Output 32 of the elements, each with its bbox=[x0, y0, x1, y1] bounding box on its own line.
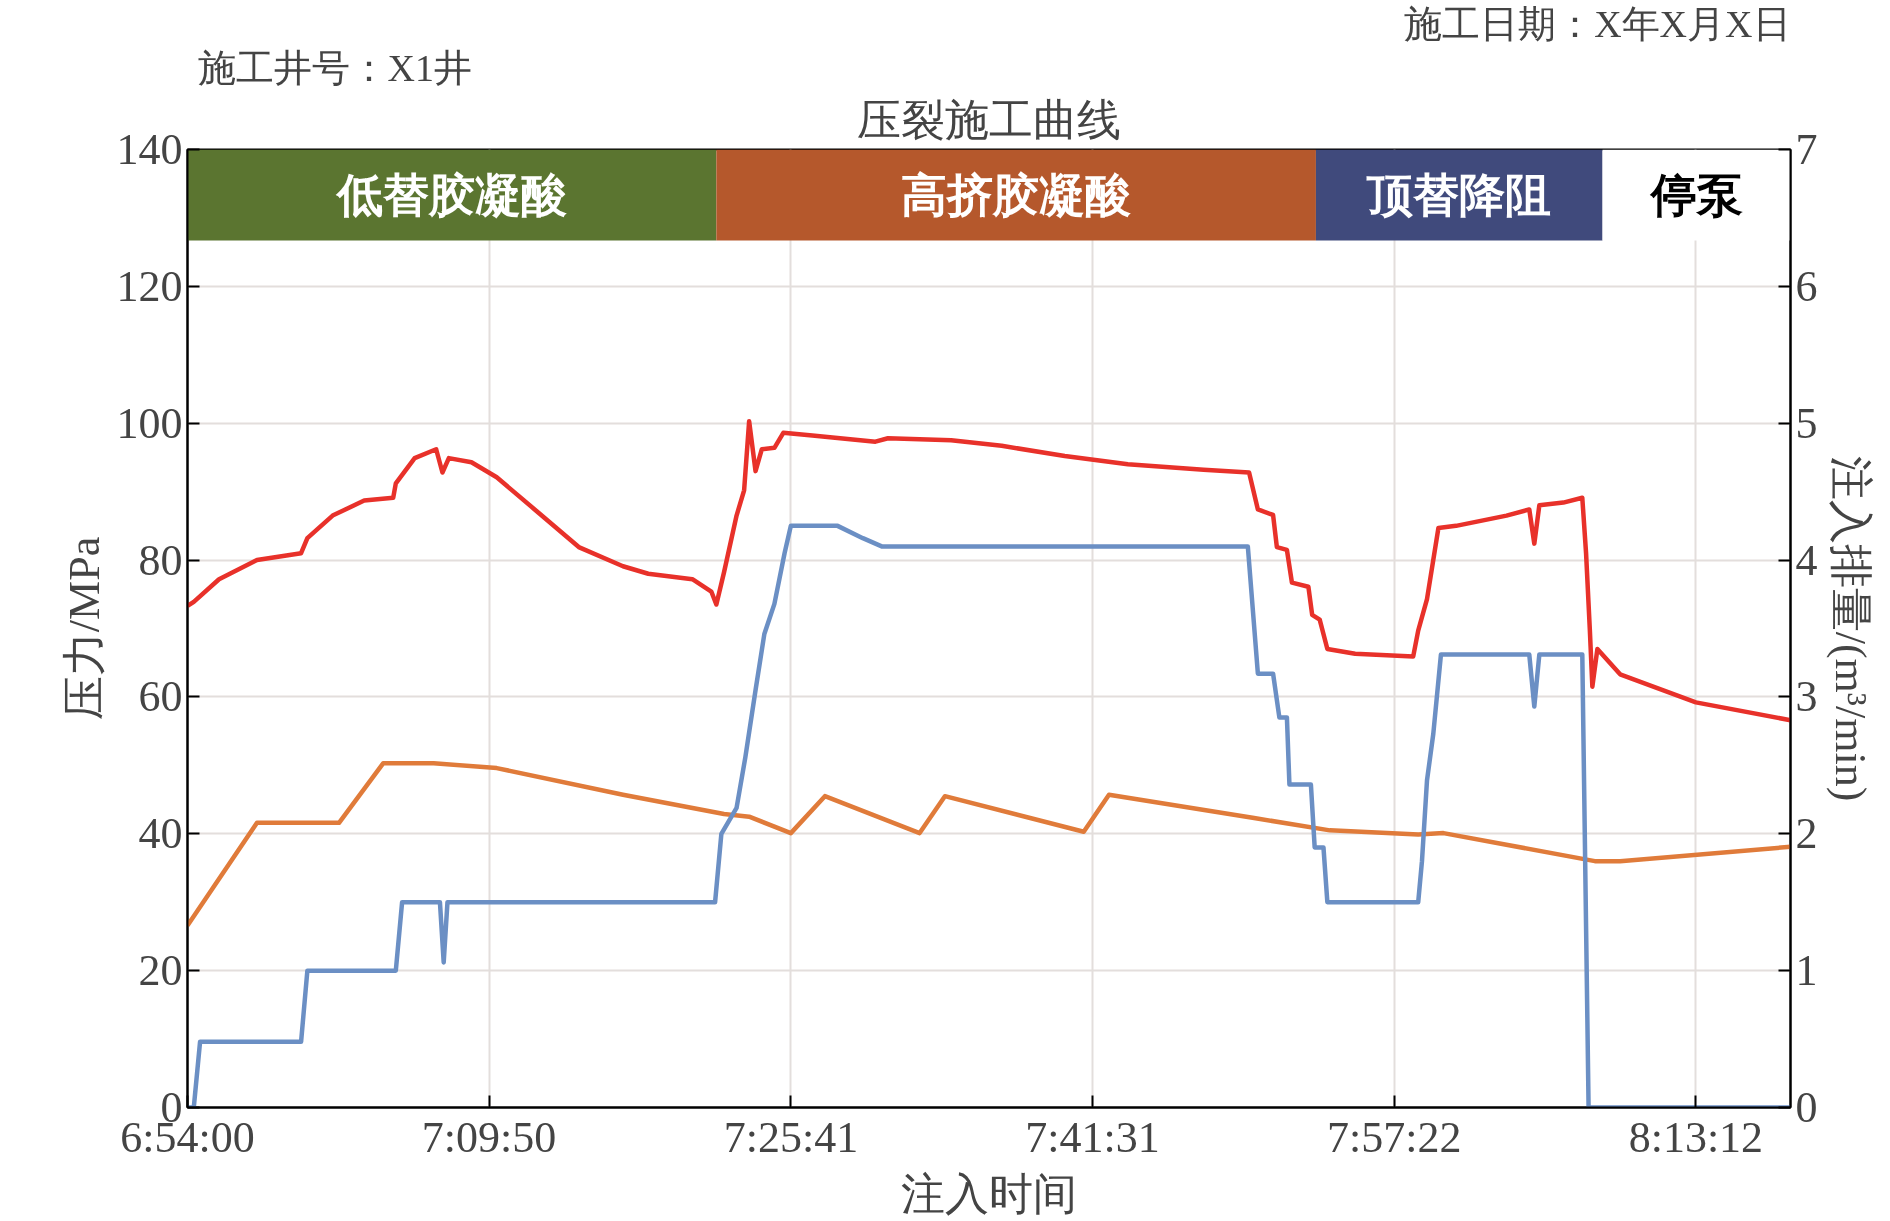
y2-tick-label: 4 bbox=[1795, 535, 1818, 585]
chart-title: 压裂施工曲线 bbox=[857, 95, 1121, 145]
band-label: 低替胶凝酸 bbox=[334, 169, 567, 221]
y2-tick-label: 2 bbox=[1795, 809, 1818, 859]
band-label: 停泵 bbox=[1648, 169, 1743, 221]
y-axis-title: 压力/MPa bbox=[59, 536, 109, 721]
y-tick-label: 20 bbox=[138, 946, 183, 996]
text: 施工日期：X年X月X日 bbox=[1404, 2, 1791, 45]
y-tick-label: 40 bbox=[138, 809, 183, 859]
y-tick-label: 100 bbox=[116, 398, 183, 448]
y-tick-label: 60 bbox=[138, 672, 183, 722]
y2-tick-label: 6 bbox=[1795, 261, 1818, 311]
line-series bbox=[187, 418, 1791, 723]
x-axis-title: 注入时间 bbox=[901, 1169, 1077, 1219]
y2-tick-label: 5 bbox=[1795, 398, 1818, 448]
x-tick-label: 8:13:12 bbox=[1628, 1112, 1764, 1162]
band-label: 高挤胶凝酸 bbox=[901, 169, 1132, 221]
x-tick-label: 7:57:22 bbox=[1327, 1112, 1462, 1162]
y-tick-label: 140 bbox=[116, 125, 183, 174]
x-tick-label: 7:41:31 bbox=[1025, 1112, 1160, 1162]
y-tick-label: 80 bbox=[138, 535, 183, 585]
y-tick-label: 120 bbox=[116, 261, 183, 311]
y2-tick-label: 3 bbox=[1795, 672, 1818, 722]
y2-axis-title: 注入排量/(m³/min) bbox=[1825, 455, 1875, 802]
x-tick-label: 7:25:41 bbox=[723, 1112, 859, 1162]
y2-tick-label: 1 bbox=[1795, 946, 1818, 996]
x-tick-label: 7:09:50 bbox=[421, 1112, 557, 1162]
line-series bbox=[187, 761, 1791, 928]
y2-tick-label: 0 bbox=[1795, 1083, 1818, 1132]
band-label: 顶替降阻 bbox=[1366, 169, 1552, 221]
y2-tick-label: 7 bbox=[1795, 125, 1818, 174]
text: 施工井号：X1井 bbox=[197, 46, 472, 89]
